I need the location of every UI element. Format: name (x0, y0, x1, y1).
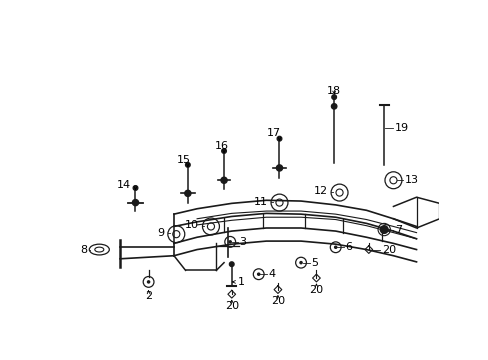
Circle shape (380, 226, 387, 233)
Circle shape (276, 165, 282, 171)
Text: 14: 14 (117, 180, 131, 190)
Circle shape (185, 163, 190, 167)
Circle shape (221, 149, 226, 153)
Text: 18: 18 (326, 86, 341, 96)
Circle shape (331, 104, 336, 109)
Text: 11: 11 (253, 197, 267, 207)
Text: 6: 6 (345, 242, 352, 252)
Circle shape (257, 273, 259, 275)
Text: 12: 12 (313, 186, 327, 196)
Text: 3: 3 (239, 237, 246, 247)
Text: 20: 20 (224, 301, 238, 311)
Text: 17: 17 (266, 128, 281, 138)
Text: 1: 1 (238, 277, 244, 287)
Circle shape (229, 262, 234, 266)
Text: 19: 19 (394, 123, 408, 133)
Text: 20: 20 (381, 244, 395, 255)
Text: 8: 8 (81, 244, 87, 255)
Circle shape (133, 186, 138, 190)
Text: 20: 20 (309, 285, 323, 294)
Text: 4: 4 (268, 269, 275, 279)
Circle shape (147, 281, 149, 283)
Text: 20: 20 (270, 296, 285, 306)
Circle shape (299, 262, 302, 264)
Text: 5: 5 (310, 258, 317, 267)
Circle shape (221, 177, 226, 183)
Text: 9: 9 (157, 228, 164, 238)
Text: 15: 15 (177, 155, 191, 165)
Circle shape (331, 95, 336, 99)
Circle shape (334, 246, 336, 248)
Text: 7: 7 (394, 225, 401, 235)
Circle shape (277, 136, 281, 141)
Text: 16: 16 (214, 141, 228, 150)
Circle shape (132, 199, 138, 206)
Circle shape (184, 190, 190, 197)
Text: 10: 10 (184, 220, 198, 230)
Text: 2: 2 (145, 291, 152, 301)
Circle shape (229, 241, 231, 243)
Text: 13: 13 (404, 175, 418, 185)
